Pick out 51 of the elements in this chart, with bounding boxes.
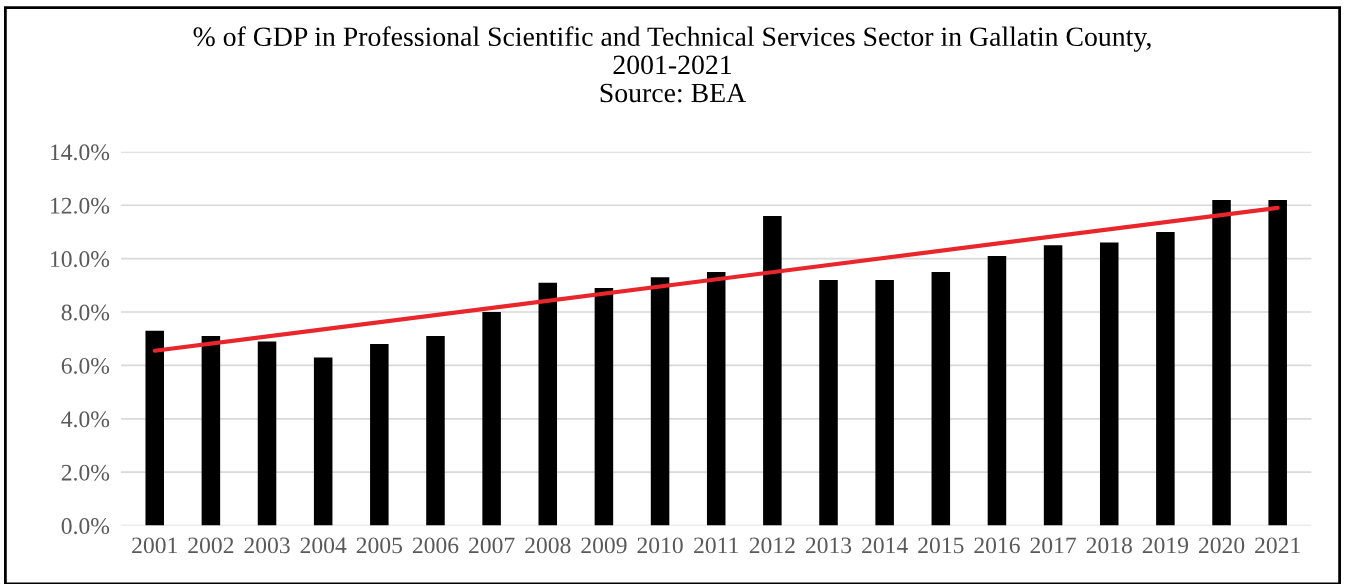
y-tick-label: 0.0% xyxy=(61,518,110,535)
bar xyxy=(594,288,614,526)
bar xyxy=(819,279,838,526)
bar xyxy=(201,336,221,526)
chart-title: % of GDP in Professional Scientific and Technical Services Sector in Gallatin County, 2001-2021 Source: BEA xyxy=(193,26,1151,103)
x-tick-label: 2010 xyxy=(637,537,683,554)
x-tick-label: 2015 xyxy=(918,537,964,554)
x-tick-label: 2001 xyxy=(132,537,177,554)
x-tick-label: 2019 xyxy=(1142,537,1189,554)
x-tick-label: 2021 xyxy=(1255,537,1300,554)
bar xyxy=(1268,199,1287,526)
x-tick-label: 2004 xyxy=(300,537,347,554)
bar xyxy=(257,341,277,526)
x-tick-label: 2011 xyxy=(694,537,738,554)
bar xyxy=(1043,245,1063,526)
x-tick-label: 2007 xyxy=(469,537,515,554)
bar xyxy=(875,279,894,526)
y-tick-label: 10.0% xyxy=(51,251,110,268)
y-tick-label: 12.0% xyxy=(51,197,110,214)
y-tick-label: 4.0% xyxy=(61,411,110,428)
bar xyxy=(482,312,501,526)
bar xyxy=(145,330,164,526)
bar xyxy=(987,255,1007,526)
bar xyxy=(426,336,445,526)
y-tick-label: 6.0% xyxy=(61,357,110,374)
x-tick-label: 2005 xyxy=(356,537,403,554)
x-tick-label: 2003 xyxy=(244,537,290,554)
bar xyxy=(650,277,670,526)
y-tick-label: 14.0% xyxy=(51,144,110,161)
x-tick-label: 2006 xyxy=(412,537,459,554)
bar xyxy=(1212,199,1231,526)
bar xyxy=(763,215,782,526)
x-tick-label: 2014 xyxy=(862,537,908,554)
x-tick-label: 2013 xyxy=(805,537,852,554)
x-tick-label: 2009 xyxy=(581,537,627,554)
bar xyxy=(1099,242,1119,526)
bar xyxy=(538,282,558,526)
x-tick-label: 2012 xyxy=(749,537,795,554)
bar xyxy=(931,271,951,526)
x-tick-label: 2017 xyxy=(1030,537,1077,554)
bar xyxy=(313,357,333,526)
x-tick-label: 2020 xyxy=(1198,537,1245,554)
x-tick-label: 2008 xyxy=(525,537,571,554)
bar xyxy=(370,344,389,526)
y-tick-label: 8.0% xyxy=(61,304,110,321)
y-tick-label: 2.0% xyxy=(61,464,110,481)
bar xyxy=(706,271,726,526)
x-tick-label: 2016 xyxy=(974,537,1020,554)
x-tick-label: 2002 xyxy=(188,537,234,554)
bar xyxy=(1156,231,1175,526)
x-tick-label: 2018 xyxy=(1086,537,1132,554)
